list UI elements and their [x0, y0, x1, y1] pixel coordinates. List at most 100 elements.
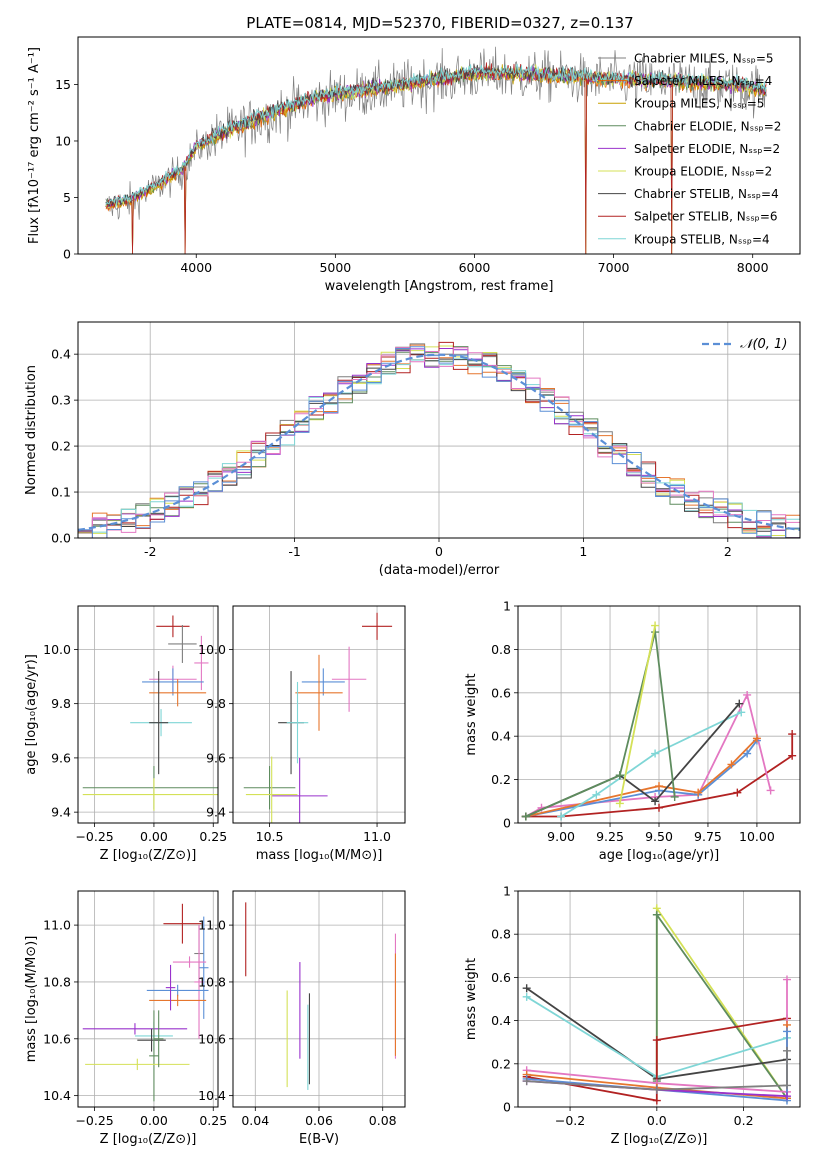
plot-frame — [232, 605, 406, 824]
weight-point-marker — [743, 690, 752, 699]
y-tick-label: 9.6 — [51, 750, 71, 765]
weight-point-marker — [592, 790, 601, 799]
x-tick-label: 0.08 — [369, 1113, 397, 1128]
x-axis-label: Z [log₁₀(Z/Z⊙)] — [100, 1132, 197, 1147]
y-tick-label: 10.0 — [198, 642, 226, 657]
y-tick-label: 0.2 — [51, 439, 71, 454]
x-tick-label: 9.75 — [694, 829, 722, 844]
legend-label: Salpeter MILES, Nₛₛₚ=4 — [634, 74, 772, 88]
y-tick-label: 0.8 — [491, 927, 511, 942]
x-tick-label: 7000 — [598, 260, 630, 275]
weight-point-marker — [522, 984, 531, 993]
x-axis-label: Z [log₁₀(Z/Z⊙)] — [100, 848, 197, 863]
y-tick-label: 11.0 — [43, 918, 71, 933]
x-tick-label: 10.5 — [256, 829, 284, 844]
y-tick-label: 5 — [63, 190, 71, 205]
plot-frame — [232, 890, 406, 1108]
y-tick-label: 10.4 — [198, 1088, 226, 1103]
legend-label: Chabrier STELIB, Nₛₛₚ=4 — [634, 187, 779, 201]
weight-point-marker — [743, 749, 752, 758]
age-vs-mass-panel: 10.5 11.0 9.4 9.6 9.8 10.0 mass [log₁₀(M/M⊙)] — [198, 605, 406, 863]
legend-label: Kroupa MILES, Nₛₛₚ=5 — [634, 97, 764, 111]
plot-frame — [77, 890, 219, 1108]
y-tick-label: 0.4 — [491, 729, 511, 744]
weight-series-line — [526, 1017, 788, 1102]
mass-vs-Z-panel: −0.25 0.00 0.25 10.4 10.6 10.8 11.0 Z [log₁₀(Z/… — [24, 890, 227, 1147]
plot-frame — [77, 36, 801, 255]
legend-label: Kroupa STELIB, Nₛₛₚ=4 — [634, 232, 770, 246]
y-tick-label: 10.6 — [198, 1031, 226, 1046]
x-tick-label: 0.2 — [734, 1113, 754, 1128]
x-axis-label: (data-model)/error — [379, 563, 500, 578]
x-tick-label: 0.25 — [199, 829, 227, 844]
weight-point-marker — [737, 708, 746, 717]
x-tick-label: 8000 — [737, 260, 769, 275]
legend-label: Kroupa ELODIE, Nₛₛₚ=2 — [634, 165, 772, 179]
weight-series-line — [525, 692, 772, 818]
x-axis-label: E(B-V) — [299, 1132, 339, 1147]
y-tick-label: 0.6 — [491, 970, 511, 985]
spectrum-panel: 4000 5000 6000 7000 8000 0 5 10 15 wavelength [An… — [27, 36, 801, 294]
normal-curve — [78, 353, 800, 531]
weight-point-marker — [652, 1096, 661, 1105]
legend-label: Salpeter STELIB, Nₛₛₚ=6 — [634, 210, 778, 224]
weight-point-marker — [651, 797, 660, 806]
weight-point-marker — [766, 786, 775, 795]
x-tick-label: 4000 — [180, 260, 212, 275]
y-tick-label: 0.0 — [51, 531, 71, 546]
y-tick-label: 10.8 — [198, 974, 226, 989]
x-tick-label: −0.25 — [75, 1113, 113, 1128]
x-tick-label: 0.00 — [140, 829, 168, 844]
legend-label: Salpeter ELODIE, Nₛₛₚ=2 — [634, 142, 780, 156]
weight-point-marker — [521, 812, 530, 821]
weight-point-marker — [652, 910, 661, 919]
x-axis-label: mass [log₁₀(M/M⊙)] — [256, 848, 383, 863]
y-tick-label: 9.8 — [51, 696, 71, 711]
x-tick-label: 0 — [435, 544, 443, 559]
y-axis-label: mass weight — [464, 673, 479, 755]
weight-vs-age-panel: 9.00 9.25 9.50 9.75 10.00 0 0.2 0.4 0.6 0.8 1 age [… — [464, 599, 801, 863]
x-tick-label: −0.25 — [75, 829, 113, 844]
y-tick-label: 9.4 — [206, 805, 226, 820]
y-axis-label: age [log₁₀(age/yr)] — [24, 654, 39, 775]
weight-point-marker — [652, 1036, 661, 1045]
y-tick-label: 0.2 — [491, 772, 511, 787]
plot-frame — [77, 321, 801, 539]
weight-series-line — [526, 1050, 788, 1091]
y-tick-label: 10 — [55, 133, 71, 148]
y-tick-label: 0 — [63, 247, 71, 262]
x-tick-label: 6000 — [459, 260, 491, 275]
x-tick-label: 2 — [724, 544, 732, 559]
figure-title: PLATE=0814, MJD=52370, FIBERID=0327, z=0… — [246, 14, 633, 32]
weight-point-marker — [651, 621, 660, 630]
x-tick-label: 9.50 — [645, 829, 673, 844]
y-tick-label: 9.8 — [206, 696, 226, 711]
y-tick-label: 0.6 — [491, 685, 511, 700]
legend-label: Chabrier ELODIE, Nₛₛₚ=2 — [634, 119, 781, 133]
x-tick-label: 1 — [579, 544, 587, 559]
legend-label: Chabrier MILES, Nₛₛₚ=5 — [634, 52, 774, 66]
plot-frame — [77, 605, 219, 824]
weight-series-line — [525, 631, 676, 818]
weight-point-marker — [752, 734, 761, 743]
x-axis-label: wavelength [Angstrom, rest frame] — [325, 279, 554, 294]
y-tick-label: 0.4 — [491, 1013, 511, 1028]
y-tick-label: 0 — [503, 816, 511, 831]
y-tick-label: 1 — [503, 599, 511, 614]
weight-point-marker — [782, 1092, 791, 1101]
weight-point-marker — [694, 788, 703, 797]
plot-frame — [517, 605, 801, 824]
y-tick-label: 9.4 — [51, 805, 71, 820]
y-tick-label: 0.4 — [51, 347, 71, 362]
weight-point-marker — [782, 975, 791, 984]
weight-point-marker — [522, 1077, 531, 1086]
x-tick-label: 0.00 — [140, 1113, 168, 1128]
weight-point-marker — [670, 792, 679, 801]
weight-point-marker — [652, 1085, 661, 1094]
x-axis-label: Z [log₁₀(Z/Z⊙)] — [611, 1132, 708, 1147]
y-tick-label: 1 — [503, 884, 511, 899]
y-tick-label: 9.6 — [206, 750, 226, 765]
y-tick-label: 10.4 — [43, 1088, 71, 1103]
x-tick-label: 10.00 — [739, 829, 775, 844]
